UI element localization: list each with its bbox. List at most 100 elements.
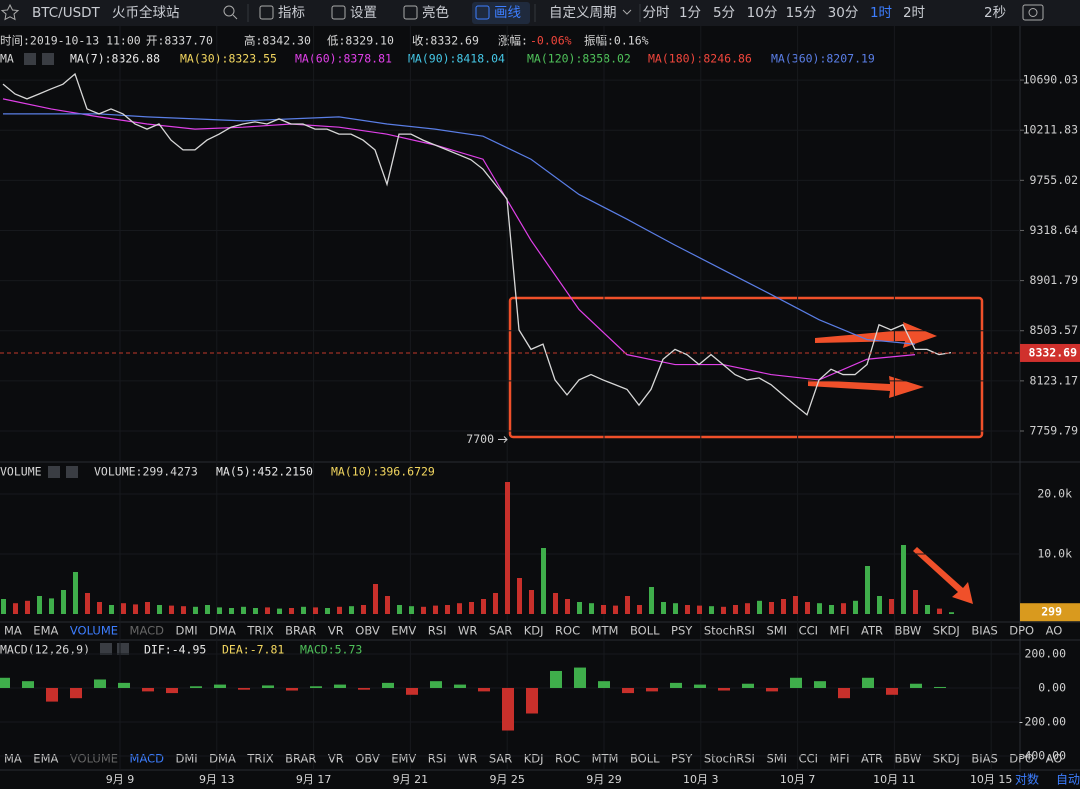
indicator-tab[interactable]: TRIX [246, 752, 273, 766]
indicator-tab[interactable]: EMV [391, 624, 416, 638]
indicator-tab[interactable]: StochRSI [704, 624, 755, 638]
indicator-tab[interactable]: MACD [130, 624, 165, 638]
x-tick-label: 9月 29 [586, 773, 622, 786]
settings-icon[interactable] [100, 643, 112, 655]
indicator-tab[interactable]: MA [4, 752, 22, 766]
period[interactable]: 分时 [643, 5, 670, 21]
indicator-tab[interactable]: MFI [830, 624, 850, 638]
indicator-tab[interactable]: PSY [671, 752, 693, 766]
exchange[interactable]: 火币全球站 [112, 4, 180, 21]
indicator-tab[interactable]: ATR [861, 752, 883, 766]
macd-bar [646, 687, 658, 692]
indicator-tab[interactable]: EMA [33, 752, 58, 766]
period[interactable]: 5分 [713, 5, 735, 21]
indicator-tab[interactable]: BRAR [285, 624, 316, 638]
refresh-interval[interactable]: 2秒 [984, 5, 1006, 21]
indicator-tab[interactable]: OBV [355, 752, 380, 766]
indicator-tab[interactable]: WR [458, 624, 477, 638]
volume-bar [421, 606, 426, 614]
y-tick-label: 10.0k [1037, 546, 1072, 560]
indicator-tab[interactable]: KDJ [524, 752, 544, 766]
indicator-tab[interactable]: DMA [209, 752, 236, 766]
indicator-tab[interactable]: SKDJ [933, 624, 960, 638]
indicator-tab[interactable]: BOLL [630, 624, 660, 638]
screenshot-icon[interactable] [1022, 4, 1044, 21]
search-icon[interactable] [223, 5, 235, 17]
indicator-tab[interactable]: CCI [799, 752, 818, 766]
macd-bar [382, 682, 394, 688]
indicator-tab[interactable]: KDJ [524, 624, 544, 638]
period[interactable]: 2时 [903, 5, 925, 21]
macd-bar [358, 687, 370, 690]
indicator-tab[interactable]: ROC [555, 752, 580, 766]
volume-bar [553, 592, 558, 614]
indicator-tab[interactable]: VR [328, 752, 344, 766]
close-icon[interactable] [42, 53, 54, 65]
close-icon[interactable] [66, 466, 78, 478]
indicator-tab[interactable]: AO [1046, 624, 1063, 638]
y-tick-label: 200.00 [1024, 646, 1066, 660]
indicator-tab[interactable]: MTM [592, 752, 619, 766]
indicator-tab[interactable]: VOLUME [70, 624, 118, 638]
indicator-tab[interactable]: TRIX [246, 624, 273, 638]
indicator-tab[interactable]: MACD [130, 752, 165, 766]
indicator-tab[interactable]: BRAR [285, 752, 316, 766]
tool[interactable]: 亮色 [422, 4, 449, 21]
indicator-tab[interactable]: MTM [592, 624, 619, 638]
indicator-tab[interactable]: SAR [489, 624, 512, 638]
indicator-tab[interactable]: PSY [671, 624, 693, 638]
indicator-tab[interactable]: EMA [33, 624, 58, 638]
y-tick-label: 7759.79 [1030, 423, 1079, 437]
period[interactable]: 10分 [747, 5, 778, 21]
symbol[interactable]: BTC/USDT [32, 5, 101, 21]
auto-toggle[interactable]: 自动 [1056, 773, 1080, 787]
indicator-tab[interactable]: ROC [555, 624, 580, 638]
period[interactable]: 15分 [786, 5, 817, 21]
indicator-tab[interactable]: SMI [766, 752, 787, 766]
indicator-tab[interactable]: BIAS [971, 624, 997, 638]
indicator-tab[interactable]: MA [4, 624, 22, 638]
tool[interactable]: 设置 [350, 5, 377, 21]
indicator-tab[interactable]: EMV [391, 752, 416, 766]
settings-icon[interactable] [24, 53, 36, 65]
macd-bar [94, 679, 106, 688]
period[interactable]: 30分 [828, 5, 859, 21]
volume-bar [277, 608, 282, 614]
indicator-tab[interactable]: SKDJ [933, 752, 960, 766]
indicator-tab[interactable]: CCI [799, 624, 818, 638]
indicator-tab[interactable]: StochRSI [704, 752, 755, 766]
macd-bar [406, 687, 418, 695]
indicator-tab[interactable]: RSI [428, 752, 447, 766]
indicator-tab[interactable]: DMI [176, 752, 198, 766]
indicator-tab[interactable]: BOLL [630, 752, 660, 766]
indicator-tab[interactable]: BBW [894, 624, 921, 638]
indicator-tab[interactable]: AO [1046, 752, 1063, 766]
close-icon[interactable] [117, 643, 129, 655]
indicator-tab[interactable]: MFI [830, 752, 850, 766]
indicator-tab[interactable]: SAR [489, 752, 512, 766]
period[interactable]: 1时 [870, 5, 892, 21]
indicator-tab[interactable]: SMI [766, 624, 787, 638]
tool[interactable]: 画线 [494, 5, 521, 21]
indicator-tab[interactable]: OBV [355, 624, 380, 638]
indicator-tab[interactable]: DMA [209, 624, 236, 638]
indicator-tab[interactable]: RSI [428, 624, 447, 638]
log-toggle[interactable]: 对数 [1015, 772, 1039, 787]
indicator-tab[interactable]: WR [458, 752, 477, 766]
indicator-tab[interactable]: BIAS [971, 752, 997, 766]
custom-period[interactable]: 自定义周期 [549, 5, 617, 21]
indicator-tab[interactable]: DMI [176, 624, 198, 638]
indicator-tab[interactable]: ATR [861, 624, 883, 638]
volume-bar [385, 595, 390, 614]
period[interactable]: 1分 [679, 5, 701, 21]
indicator-tab[interactable]: VR [328, 624, 344, 638]
tool[interactable]: 指标 [278, 5, 305, 21]
settings-icon[interactable] [48, 466, 60, 478]
indicator-tab[interactable]: BBW [894, 752, 921, 766]
indicator-tab[interactable]: VOLUME [70, 752, 118, 766]
indicator-tab[interactable]: DPO [1009, 752, 1034, 766]
favorite-icon[interactable] [0, 3, 20, 21]
volume-bar [13, 603, 18, 614]
indicator-tab[interactable]: DPO [1009, 624, 1034, 638]
